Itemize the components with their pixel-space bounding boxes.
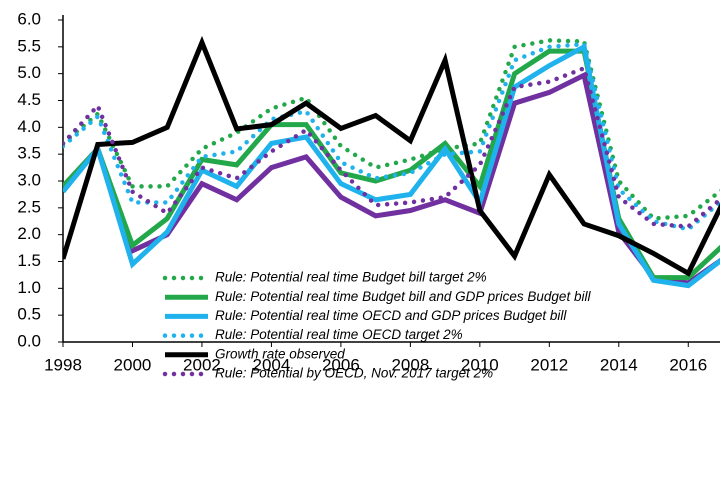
y-tick-label: 5.5 — [17, 36, 41, 55]
series-line — [63, 65, 720, 229]
series-line — [63, 41, 720, 232]
x-tick-label: 2010 — [461, 355, 499, 374]
x-tick-label: 2004 — [253, 355, 291, 374]
x-tick-label: 2000 — [114, 355, 152, 374]
y-tick-label: 3.0 — [17, 170, 41, 189]
y-tick-label: 4.0 — [17, 117, 41, 136]
x-tick-label: 2008 — [391, 355, 429, 374]
y-tick-label: 0.0 — [17, 331, 41, 350]
legend-label: Rule: Potential by OECD, Nov. 2017 targe… — [215, 366, 493, 381]
x-tick-label: 2006 — [322, 355, 360, 374]
x-tick-label: 2014 — [600, 355, 638, 374]
legend-label: Rule: Potential real time Budget bill an… — [215, 289, 591, 304]
y-tick-label: 2.0 — [17, 224, 41, 243]
series-line — [63, 43, 720, 289]
y-tick-label: 1.0 — [17, 278, 41, 297]
x-tick-label: 1998 — [44, 355, 82, 374]
y-tick-label: 4.5 — [17, 90, 41, 109]
legend-label: Rule: Potential real time OECD and GDP p… — [215, 308, 567, 323]
series-line — [63, 48, 720, 281]
x-tick-label: 2012 — [530, 355, 568, 374]
x-tick-label: 2002 — [183, 355, 221, 374]
series-line — [63, 71, 720, 286]
y-tick-label: 5.0 — [17, 63, 41, 82]
y-tick-label: 6.0 — [17, 9, 41, 28]
y-tick-label: 0.5 — [17, 305, 41, 324]
legend-label: Rule: Potential real time Budget bill ta… — [215, 270, 487, 285]
y-tick-label: 3.5 — [17, 144, 41, 163]
y-tick-label: 2.5 — [17, 197, 41, 216]
legend-label: Growth rate observed — [215, 346, 345, 361]
y-tick-label: 1.5 — [17, 251, 41, 270]
series-line — [63, 35, 720, 277]
x-tick-label: 2016 — [669, 355, 707, 374]
legend-label: Rule: Potential real time OECD target 2% — [215, 327, 463, 342]
